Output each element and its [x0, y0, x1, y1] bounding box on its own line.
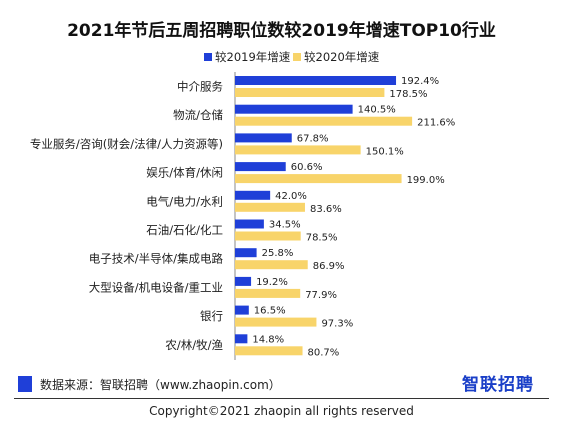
value-label-2020: 77.9% [305, 290, 337, 301]
bar-2020 [235, 231, 301, 241]
value-label-2020: 86.9% [313, 261, 345, 272]
category-label: 电子技术/半导体/集成电路 [89, 252, 224, 266]
bar-2019 [235, 190, 271, 200]
bar-2020 [235, 346, 303, 356]
category-label: 农/林/牧/渔 [165, 338, 223, 352]
category-label: 专业服务/咨询(财会/法律/人力资源等) [30, 137, 223, 151]
value-label-2020: 97.3% [321, 319, 353, 330]
bars-group: 中介服务 192.4% 178.5% 物流/仓储 140.5% 211.6% 专业服务/咨询… [30, 76, 455, 358]
bar-2019 [235, 305, 249, 315]
value-label-2020: 199.0% [407, 175, 445, 186]
bar-2019 [235, 248, 257, 258]
value-label-2020: 150.1% [366, 146, 404, 157]
category-label: 石油/石化/化工 [146, 223, 223, 237]
value-label-2019: 67.8% [297, 133, 329, 144]
value-label-2019: 19.2% [256, 277, 288, 288]
bar-2020 [235, 116, 413, 126]
bar-2019 [235, 334, 248, 344]
category-label: 电气/电力/水利 [146, 194, 223, 208]
bar-2020 [235, 145, 361, 155]
value-label-2019: 140.5% [358, 105, 396, 116]
bar-2019 [235, 76, 397, 85]
category-label: 大型设备/机电设备/重工业 [89, 280, 223, 294]
value-label-2019: 60.6% [291, 162, 323, 173]
source-text: 数据来源：智联招聘（www.zhaopin.com） [40, 378, 281, 392]
legend-swatch-series-1 [204, 53, 212, 61]
bar-2020 [235, 174, 402, 184]
bar-2019 [235, 104, 353, 114]
value-label-2020: 211.6% [417, 118, 455, 129]
category-label: 娱乐/体育/休闲 [146, 166, 223, 180]
bar-2019 [235, 162, 286, 172]
bar-2020 [235, 288, 301, 298]
bar-2020 [235, 260, 308, 270]
bar-2020 [235, 317, 317, 327]
value-label-2019: 34.5% [269, 220, 301, 231]
bar-2019 [235, 276, 252, 286]
value-label-2019: 16.5% [254, 306, 286, 317]
legend: 较2019年增速 较2020年增速 [204, 50, 380, 64]
bar-2020 [235, 88, 385, 97]
category-label: 中介服务 [177, 80, 223, 94]
legend-swatch-series-2 [293, 53, 301, 61]
bar-2019 [235, 133, 292, 143]
value-label-2020: 83.6% [310, 204, 342, 215]
chart-title: 2021年节后五周招聘职位数较2019年增速TOP10行业 [67, 21, 496, 41]
legend-label-series-2: 较2020年增速 [304, 50, 380, 64]
category-label: 银行 [200, 309, 223, 323]
brand-logo: 智联招聘 [462, 375, 534, 395]
source-marker [18, 376, 32, 392]
bar-2019 [235, 219, 264, 229]
legend-label-series-1: 较2019年增速 [215, 50, 291, 64]
value-label-2020: 78.5% [306, 233, 338, 244]
value-label-2020: 178.5% [389, 89, 427, 100]
category-label: 物流/仓储 [173, 108, 223, 122]
value-label-2020: 80.7% [308, 347, 340, 358]
copyright-text: Copyright©2021 zhaopin all rights reserv… [149, 404, 414, 418]
value-label-2019: 25.8% [262, 248, 294, 259]
footer-divider [14, 398, 549, 399]
value-label-2019: 192.4% [401, 76, 439, 87]
bar-2020 [235, 202, 305, 212]
value-label-2019: 42.0% [275, 191, 307, 202]
value-label-2019: 14.8% [252, 334, 284, 345]
